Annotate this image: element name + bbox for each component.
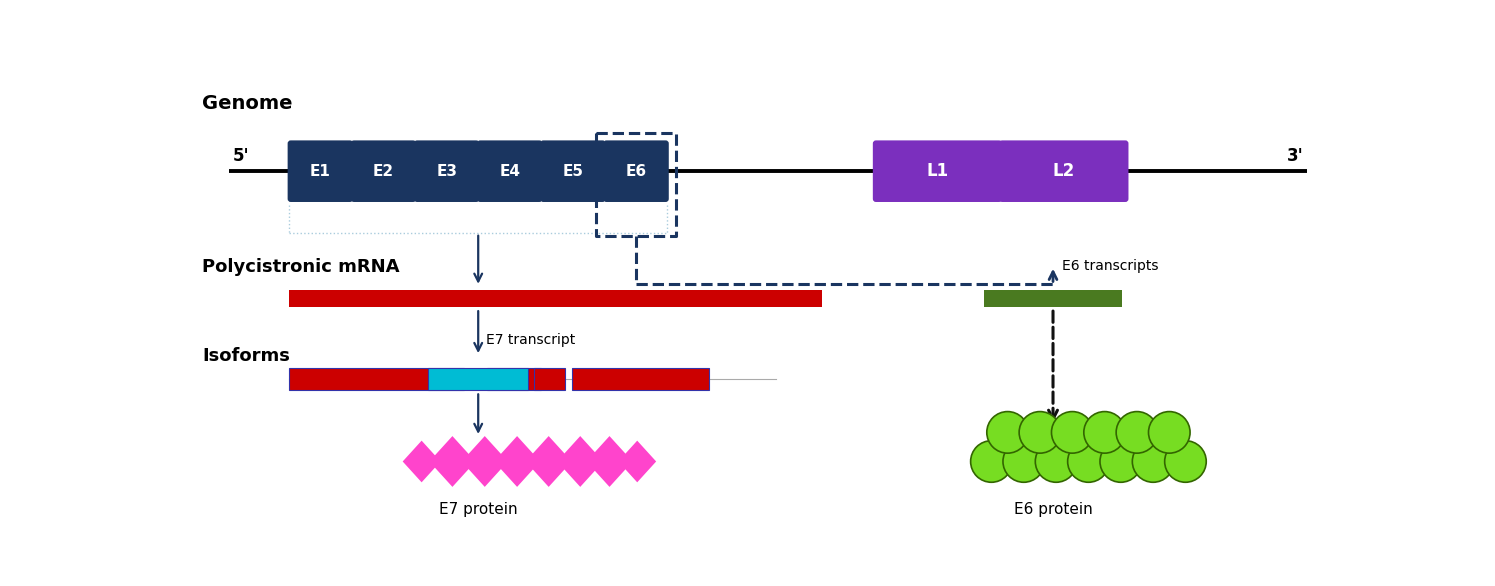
Text: E1: E1 bbox=[309, 163, 330, 179]
Circle shape bbox=[1067, 441, 1109, 482]
Text: L2: L2 bbox=[1052, 162, 1075, 180]
Circle shape bbox=[1100, 441, 1142, 482]
Text: Isoforms: Isoforms bbox=[202, 347, 290, 365]
Circle shape bbox=[1132, 441, 1174, 482]
FancyBboxPatch shape bbox=[414, 141, 480, 202]
Text: E4: E4 bbox=[499, 163, 520, 179]
Polygon shape bbox=[558, 436, 604, 487]
FancyBboxPatch shape bbox=[287, 141, 353, 202]
Circle shape bbox=[987, 411, 1029, 453]
Bar bbox=[984, 289, 1123, 306]
Circle shape bbox=[1084, 411, 1126, 453]
Circle shape bbox=[970, 441, 1012, 482]
Text: E6 transcripts: E6 transcripts bbox=[1063, 259, 1159, 273]
Text: E3: E3 bbox=[437, 163, 457, 179]
Polygon shape bbox=[493, 436, 540, 487]
Circle shape bbox=[1165, 441, 1206, 482]
Bar bbox=[534, 369, 565, 390]
Bar bbox=[289, 369, 463, 390]
FancyBboxPatch shape bbox=[540, 141, 605, 202]
Bar bbox=[289, 289, 822, 306]
Text: 3': 3' bbox=[1287, 147, 1304, 165]
FancyBboxPatch shape bbox=[873, 141, 1002, 202]
Polygon shape bbox=[619, 441, 656, 482]
Circle shape bbox=[1036, 441, 1076, 482]
FancyBboxPatch shape bbox=[999, 141, 1129, 202]
Polygon shape bbox=[462, 436, 508, 487]
Text: E6: E6 bbox=[625, 163, 647, 179]
Text: E7 protein: E7 protein bbox=[440, 502, 517, 516]
FancyBboxPatch shape bbox=[604, 141, 668, 202]
Circle shape bbox=[1148, 411, 1190, 453]
Polygon shape bbox=[526, 436, 571, 487]
Bar bbox=[487, 369, 541, 390]
Text: Genome: Genome bbox=[202, 94, 293, 113]
Circle shape bbox=[1020, 411, 1061, 453]
Text: Polycistronic mRNA: Polycistronic mRNA bbox=[202, 258, 399, 277]
Circle shape bbox=[1003, 441, 1045, 482]
Text: L1: L1 bbox=[927, 162, 948, 180]
Circle shape bbox=[1117, 411, 1157, 453]
FancyBboxPatch shape bbox=[351, 141, 416, 202]
Polygon shape bbox=[429, 436, 475, 487]
Text: E7 transcript: E7 transcript bbox=[486, 333, 576, 347]
FancyBboxPatch shape bbox=[477, 141, 543, 202]
Bar bbox=[428, 369, 528, 390]
Text: 5': 5' bbox=[233, 147, 250, 165]
Text: E2: E2 bbox=[372, 163, 395, 179]
Circle shape bbox=[1051, 411, 1093, 453]
Text: E6 protein: E6 protein bbox=[1014, 502, 1093, 516]
Polygon shape bbox=[402, 441, 441, 482]
Polygon shape bbox=[586, 436, 632, 487]
Bar bbox=[573, 369, 709, 390]
Text: E5: E5 bbox=[562, 163, 583, 179]
